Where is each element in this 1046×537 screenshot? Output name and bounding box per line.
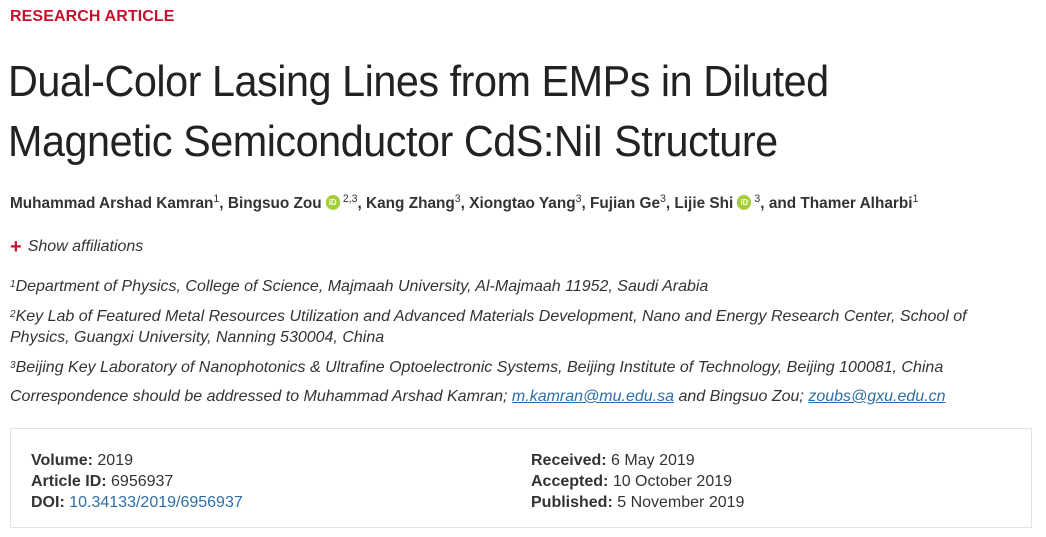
article-id-value: 6956937	[111, 473, 174, 490]
author-affiliation-number: 2,3	[342, 193, 358, 205]
author-list: Muhammad Arshad Kamran1, Bingsuo Zou iD 2,…	[10, 193, 919, 213]
affiliation-number: 1	[10, 279, 16, 290]
author-name[interactable]: Muhammad Arshad Kamran	[10, 195, 214, 212]
metadata-left-column: Volume: 2019 Article ID: 6956937 DOI: 10…	[31, 450, 243, 513]
article-metadata-box: Volume: 2019 Article ID: 6956937 DOI: 10…	[10, 428, 1032, 528]
correspondence: Correspondence should be addressed to Mu…	[10, 386, 1030, 407]
author-separator: ,	[357, 195, 367, 212]
author-name[interactable]: Bingsuo Zou	[227, 195, 322, 212]
published-value: 5 November 2019	[617, 494, 745, 511]
correspondence-prefix: Correspondence should be addressed to Mu…	[10, 388, 512, 405]
author-affiliation-number: 1	[213, 193, 220, 205]
volume-label: Volume:	[31, 452, 93, 469]
received-value: 6 May 2019	[611, 452, 695, 469]
affiliation-number: 2	[10, 309, 16, 320]
doi-row: DOI: 10.34133/2019/6956937	[31, 492, 243, 513]
author-affiliation-number: 3	[454, 193, 461, 205]
author-affiliation-number: 1	[912, 193, 919, 205]
affiliation-1: 1Department of Physics, College of Scien…	[10, 276, 1030, 297]
orcid-icon[interactable]: iD	[737, 195, 752, 211]
affiliation-3: 3Beijing Key Laboratory of Nanophotonics…	[10, 357, 1030, 378]
doi-link[interactable]: 10.34133/2019/6956937	[69, 494, 243, 511]
affiliation-text: Beijing Key Laboratory of Nanophotonics …	[15, 359, 944, 376]
article-type-label: RESEARCH ARTICLE	[10, 8, 175, 25]
author-separator: ,	[460, 195, 470, 212]
volume-row: Volume: 2019	[31, 450, 243, 471]
email-link-kamran[interactable]: m.kamran@mu.edu.sa	[511, 388, 674, 405]
accepted-label: Accepted:	[531, 473, 609, 490]
author-separator: ,	[581, 195, 591, 212]
author-name[interactable]: Kang Zhang	[366, 195, 455, 212]
affiliation-text: Department of Physics, College of Scienc…	[15, 278, 709, 295]
author-separator: ,	[665, 195, 675, 212]
author-affiliation-number: 3	[754, 193, 761, 205]
author-name[interactable]: Xiongtao Yang	[469, 195, 576, 212]
received-row: Received: 6 May 2019	[531, 450, 744, 471]
author-separator: , and	[760, 195, 801, 212]
show-affiliations-label: Show affiliations	[27, 238, 144, 255]
plus-icon: +	[10, 236, 22, 258]
published-row: Published: 5 November 2019	[531, 492, 744, 513]
author-name[interactable]: Fujian Ge	[590, 195, 660, 212]
author-affiliation-number: 3	[659, 193, 666, 205]
author-separator: ,	[219, 195, 228, 212]
affiliation-text: Key Lab of Featured Metal Resources Util…	[10, 308, 967, 346]
orcid-icon[interactable]: iD	[325, 195, 340, 211]
article-title: Dual-Color Lasing Lines from EMPs in Dil…	[8, 57, 829, 166]
show-affiliations-toggle[interactable]: + Show affiliations	[10, 236, 144, 258]
author-name[interactable]: Lijie Shi	[674, 195, 734, 212]
accepted-row: Accepted: 10 October 2019	[531, 471, 744, 492]
metadata-right-column: Received: 6 May 2019 Accepted: 10 Octobe…	[531, 450, 744, 513]
author-name[interactable]: Thamer Alharbi	[800, 195, 913, 212]
received-label: Received:	[531, 452, 607, 469]
published-label: Published:	[531, 494, 613, 511]
affiliation-number: 3	[10, 360, 16, 371]
accepted-value: 10 October 2019	[612, 473, 733, 490]
correspondence-middle: and Bingsuo Zou;	[674, 388, 809, 405]
author-affiliation-number: 3	[575, 193, 582, 205]
volume-value: 2019	[97, 452, 133, 469]
affiliation-2: 2Key Lab of Featured Metal Resources Uti…	[10, 306, 1030, 348]
article-id-row: Article ID: 6956937	[31, 471, 243, 492]
email-link-zou[interactable]: zoubs@gxu.edu.cn	[808, 388, 946, 405]
doi-label: DOI:	[31, 494, 65, 511]
article-id-label: Article ID:	[31, 473, 107, 490]
